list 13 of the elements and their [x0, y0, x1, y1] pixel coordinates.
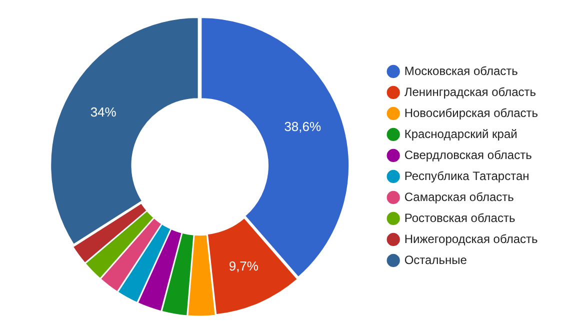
legend-label: Нижегородская область: [404, 232, 538, 246]
legend-label: Остальные: [404, 252, 468, 267]
legend-label: Краснодарский край: [404, 126, 518, 141]
data-label: 34%: [90, 104, 117, 120]
data-label: 38,6%: [284, 119, 322, 134]
legend-label: Московская область: [404, 64, 518, 78]
legend-label: Свердловская область: [404, 148, 532, 162]
data-label: 9,7%: [228, 258, 259, 274]
legend-label: Самарская область: [404, 190, 514, 204]
legend-label: Ленинградская область: [404, 84, 536, 99]
legend-label: Ростовская область: [404, 210, 516, 225]
legend-label: Республика Татарстан: [404, 168, 530, 183]
legend-label: Новосибирская область: [404, 106, 538, 120]
